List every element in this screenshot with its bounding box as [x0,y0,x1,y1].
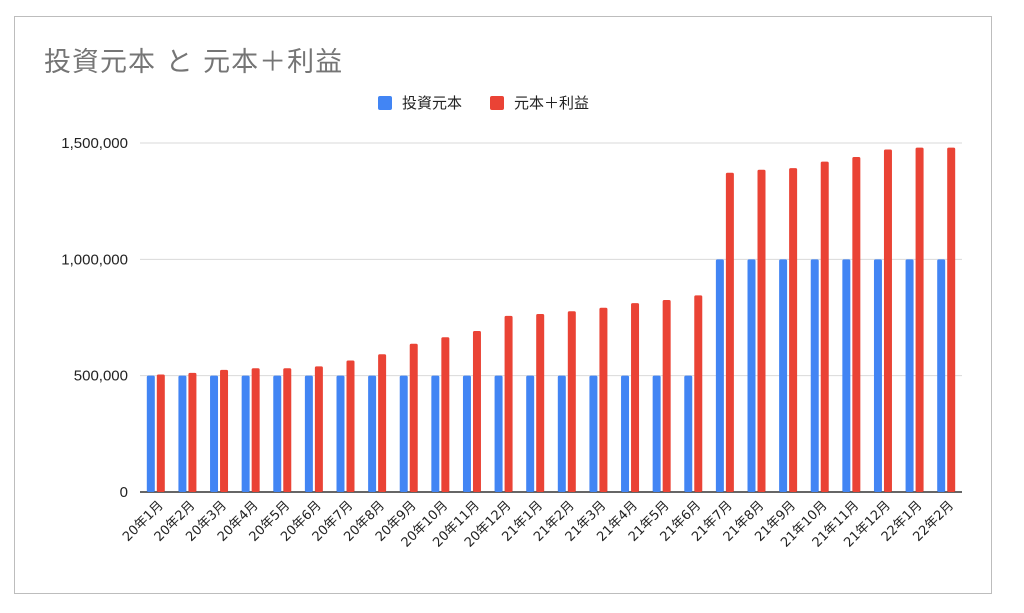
bar-principal [241,375,250,492]
y-axis-ticks: 0 500,000 1,000,000 1,500,000 [61,135,128,501]
bar-principal [652,375,661,492]
bar-total [441,337,450,492]
bars [146,147,956,493]
bar-principal [210,375,219,492]
bar-total [694,295,703,492]
bar-principal [779,259,788,492]
x-axis-ticks: 20年1月20年2月20年3月20年4月20年5月20年6月20年7月20年8月… [120,498,957,550]
y-tick-label: 1,500,000 [61,135,128,152]
bar-principal [494,375,503,492]
bar-total [789,168,798,493]
bar-principal [810,259,819,492]
bar-principal [684,375,693,492]
bar-principal [589,375,598,492]
bar-total [378,354,387,492]
chart-frame [14,16,992,594]
bar-principal [273,375,282,492]
bar-principal [431,375,440,492]
bar-total [852,156,861,492]
chart-title: 投資元本 と 元本＋利益 [44,47,344,78]
bar-principal [905,259,914,492]
bar-total [156,374,165,492]
bar-principal [747,259,756,492]
bar-total [915,147,924,493]
bar-total [504,315,513,492]
bar-total [472,330,481,492]
bar-total [599,307,608,492]
legend-item-principal: 投資元本 [378,92,462,113]
bar-total [567,311,576,492]
bar-principal [937,259,946,492]
bar-principal [368,375,377,492]
chart-legend: 投資元本 元本＋利益 [378,92,589,113]
bar-total [251,368,260,492]
bar-total [725,172,734,493]
bar-principal [399,375,408,492]
legend-item-total: 元本＋利益 [490,92,589,113]
y-tick-label: 1,000,000 [61,251,128,268]
bar-principal [304,375,313,492]
bar-total [314,366,323,492]
bar-total [757,169,766,493]
bar-total [536,314,545,492]
bar-total [283,368,292,492]
bar-total [346,360,355,492]
bar-total [662,300,671,492]
bar-total [220,369,229,492]
bar-total [947,147,956,493]
gridlines [140,142,962,493]
bar-total [188,372,197,492]
bar-total [883,149,892,493]
legend-swatch-total [490,95,505,110]
bar-principal [146,375,155,492]
bar-principal [842,259,851,492]
y-tick-label: 0 [120,484,128,501]
y-tick-label: 500,000 [74,368,128,385]
bar-principal [557,375,566,492]
bar-principal [621,375,630,492]
bar-principal [715,259,724,492]
bar-principal [873,259,882,492]
bar-principal [336,375,345,492]
legend-label-principal: 投資元本 [402,94,463,112]
bar-principal [462,375,471,492]
bar-total [631,303,640,492]
legend-label-total: 元本＋利益 [514,94,590,112]
bar-total [820,161,829,492]
bar-principal [526,375,535,492]
legend-swatch-principal [378,95,392,110]
bar-principal [178,375,187,492]
bar-total [409,343,418,492]
